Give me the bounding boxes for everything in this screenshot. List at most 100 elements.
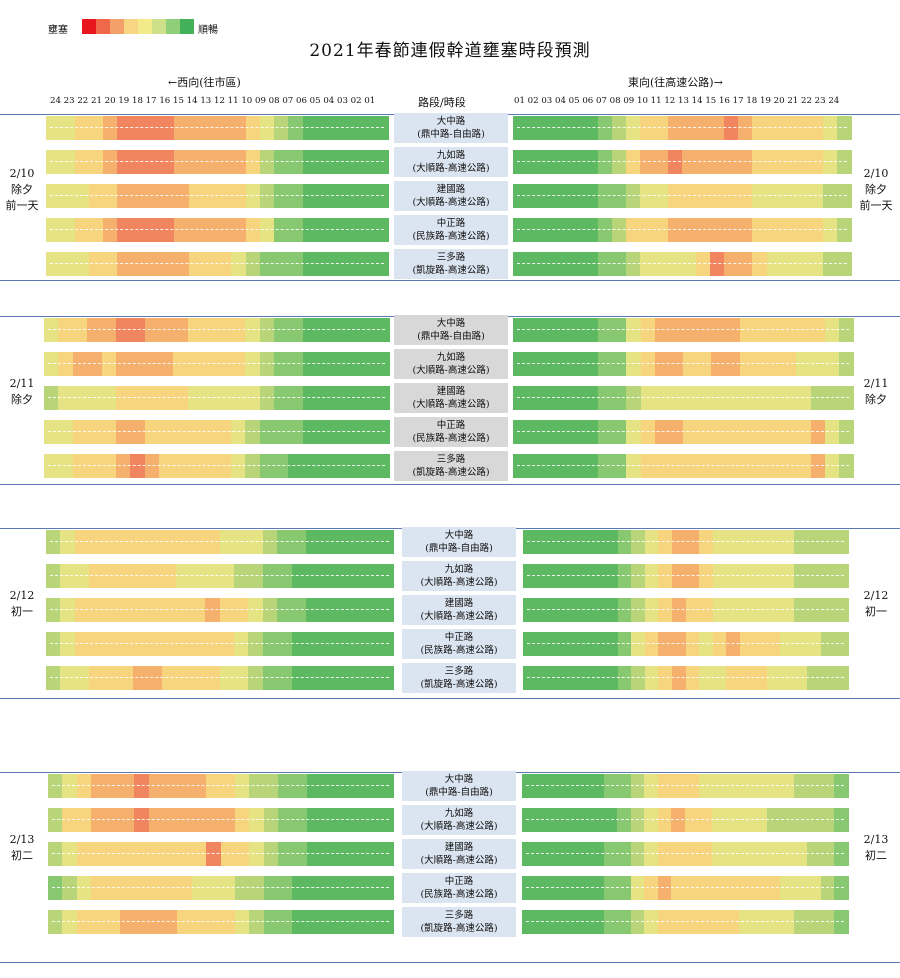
legend-swatch (96, 19, 110, 34)
heatmap-cell (683, 318, 698, 342)
day-label-right: 2/11 除夕 (854, 376, 898, 408)
heatmap-cell (604, 632, 619, 656)
heatmap-cell (834, 598, 849, 622)
heatmap-cell (302, 116, 318, 140)
heatmap-cell (360, 386, 376, 410)
heatmap-cell (541, 218, 556, 242)
heatmap-cell (131, 116, 147, 140)
heatmap-cell (698, 910, 713, 934)
heatmap-cell (364, 530, 380, 554)
heatmap-cell (202, 218, 218, 242)
road-name: 三多路 (444, 910, 474, 921)
day-holiday-label: 除夕 (11, 393, 33, 406)
lane-marking (526, 785, 844, 787)
heatmap-cell (589, 876, 605, 900)
heatmap-cell (345, 454, 361, 478)
lane-marking (517, 195, 847, 197)
heatmap-cell (188, 252, 204, 276)
heatmap-cell (569, 116, 584, 140)
road-name: 大中路 (444, 530, 474, 541)
heatmap-cell (62, 808, 78, 832)
road-section: (民族路-高速公路) (412, 433, 490, 444)
heatmap-cell (76, 774, 92, 798)
road-name: 大中路 (436, 116, 466, 127)
heatmap-cell (726, 632, 741, 656)
heatmap-cell (206, 876, 222, 900)
heatmap-cell (671, 530, 687, 554)
heatmap-cell (144, 352, 160, 376)
heatmap-cell (768, 386, 783, 410)
heatmap-cell (782, 454, 797, 478)
heatmap-cell (76, 808, 92, 832)
heatmap-cell (617, 564, 632, 588)
heatmap-cell (794, 184, 810, 208)
heatmap-cell (291, 632, 307, 656)
heatmap-cell (60, 632, 76, 656)
heatmap-cell (60, 150, 76, 174)
heatmap-cell (118, 530, 134, 554)
road-label: 建國路 (大順路-高速公路) (402, 839, 516, 869)
heatmap-cell (513, 454, 528, 478)
heatmap-cell (725, 318, 741, 342)
heatmap-cell (115, 420, 131, 444)
road-section: (民族路-高速公路) (420, 889, 498, 900)
heatmap-cell (160, 150, 175, 174)
heatmap-cell (603, 910, 618, 934)
heatmap-cell (131, 150, 147, 174)
heatmap-cell (710, 218, 725, 242)
road-label: 建國路 (大順路-高速公路) (394, 383, 508, 413)
heatmap-cell (598, 420, 613, 444)
heatmap-cell (216, 454, 232, 478)
heatmap-cell (630, 842, 645, 866)
heatmap-cell (288, 352, 304, 376)
heatmap-cell (103, 666, 119, 690)
heatmap-cell (62, 876, 78, 900)
heatmap-cell (617, 910, 632, 934)
heatmap-cell (822, 150, 838, 174)
heatmap-cell (278, 876, 293, 900)
heatmap-cell (132, 564, 148, 588)
heatmap-cell (668, 352, 684, 376)
heatmap-cell (697, 420, 712, 444)
heatmap-cell (105, 774, 121, 798)
day-date: 2/12 (863, 589, 889, 602)
road-name: 三多路 (436, 252, 466, 263)
road-name: 中正路 (444, 632, 474, 643)
day-holiday-label: 除夕 (11, 183, 33, 196)
heatmap-cell (331, 318, 347, 342)
heatmap-cell (302, 218, 318, 242)
heatmap-cell (48, 910, 63, 934)
heatmap-cell (611, 252, 627, 276)
heatmap-cell (626, 386, 642, 410)
road-label: 中正路 (民族路-高速公路) (402, 873, 516, 903)
heatmap-cell (316, 150, 332, 174)
heatmap-cell (603, 842, 618, 866)
heatmap-cell (603, 876, 618, 900)
heatmap-cell (205, 564, 221, 588)
heatmap-cell (836, 116, 852, 140)
heatmap-cell (345, 252, 361, 276)
heatmap-cell (331, 352, 347, 376)
heatmap-cell (161, 666, 177, 690)
heatmap-cell (364, 666, 380, 690)
heatmap-cell (682, 218, 697, 242)
heatmap-cell (671, 564, 687, 588)
heatmap-cell (682, 252, 697, 276)
heatmap-cell (331, 252, 346, 276)
heatmap-cell (130, 454, 146, 478)
heatmap-cell (91, 774, 107, 798)
heatmap-cell (626, 352, 642, 376)
heatmap-cell (668, 318, 684, 342)
heatmap-cell (288, 318, 304, 342)
lane-marking (50, 263, 384, 265)
heatmap-cell (230, 386, 246, 410)
road-label: 大中路 (鼎中路-自由路) (402, 771, 516, 801)
heatmap-cell (654, 318, 670, 342)
heatmap-cell (190, 564, 206, 588)
heatmap-cell (177, 876, 193, 900)
lane-marking (526, 921, 844, 923)
heatmap-cell (836, 184, 852, 208)
heatmap-cell (658, 666, 673, 690)
heatmap-cell (174, 252, 190, 276)
heatmap-cell (72, 386, 88, 410)
